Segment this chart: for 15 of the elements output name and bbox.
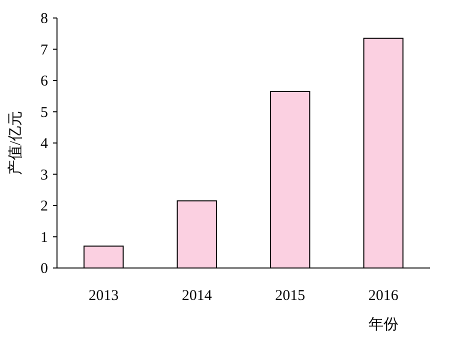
y-tick-label: 1 bbox=[40, 230, 48, 246]
x-tick-label: 2013 bbox=[88, 288, 119, 304]
y-tick-label: 8 bbox=[40, 11, 48, 27]
x-tick-label: 2016 bbox=[368, 288, 399, 304]
y-tick-label: 7 bbox=[40, 42, 48, 58]
y-tick-label: 2 bbox=[40, 198, 48, 214]
y-tick-label: 0 bbox=[40, 261, 48, 277]
x-axis-title: 年份 bbox=[368, 316, 398, 333]
y-axis-title: 产值/亿元 bbox=[7, 110, 24, 176]
x-tick-label: 2014 bbox=[182, 288, 212, 304]
y-tick-label: 4 bbox=[40, 136, 48, 152]
y-tick-label: 3 bbox=[40, 167, 48, 184]
y-tick-label: 5 bbox=[40, 104, 48, 121]
y-tick-label: 6 bbox=[40, 74, 48, 90]
x-tick-label: 2015 bbox=[275, 288, 306, 304]
